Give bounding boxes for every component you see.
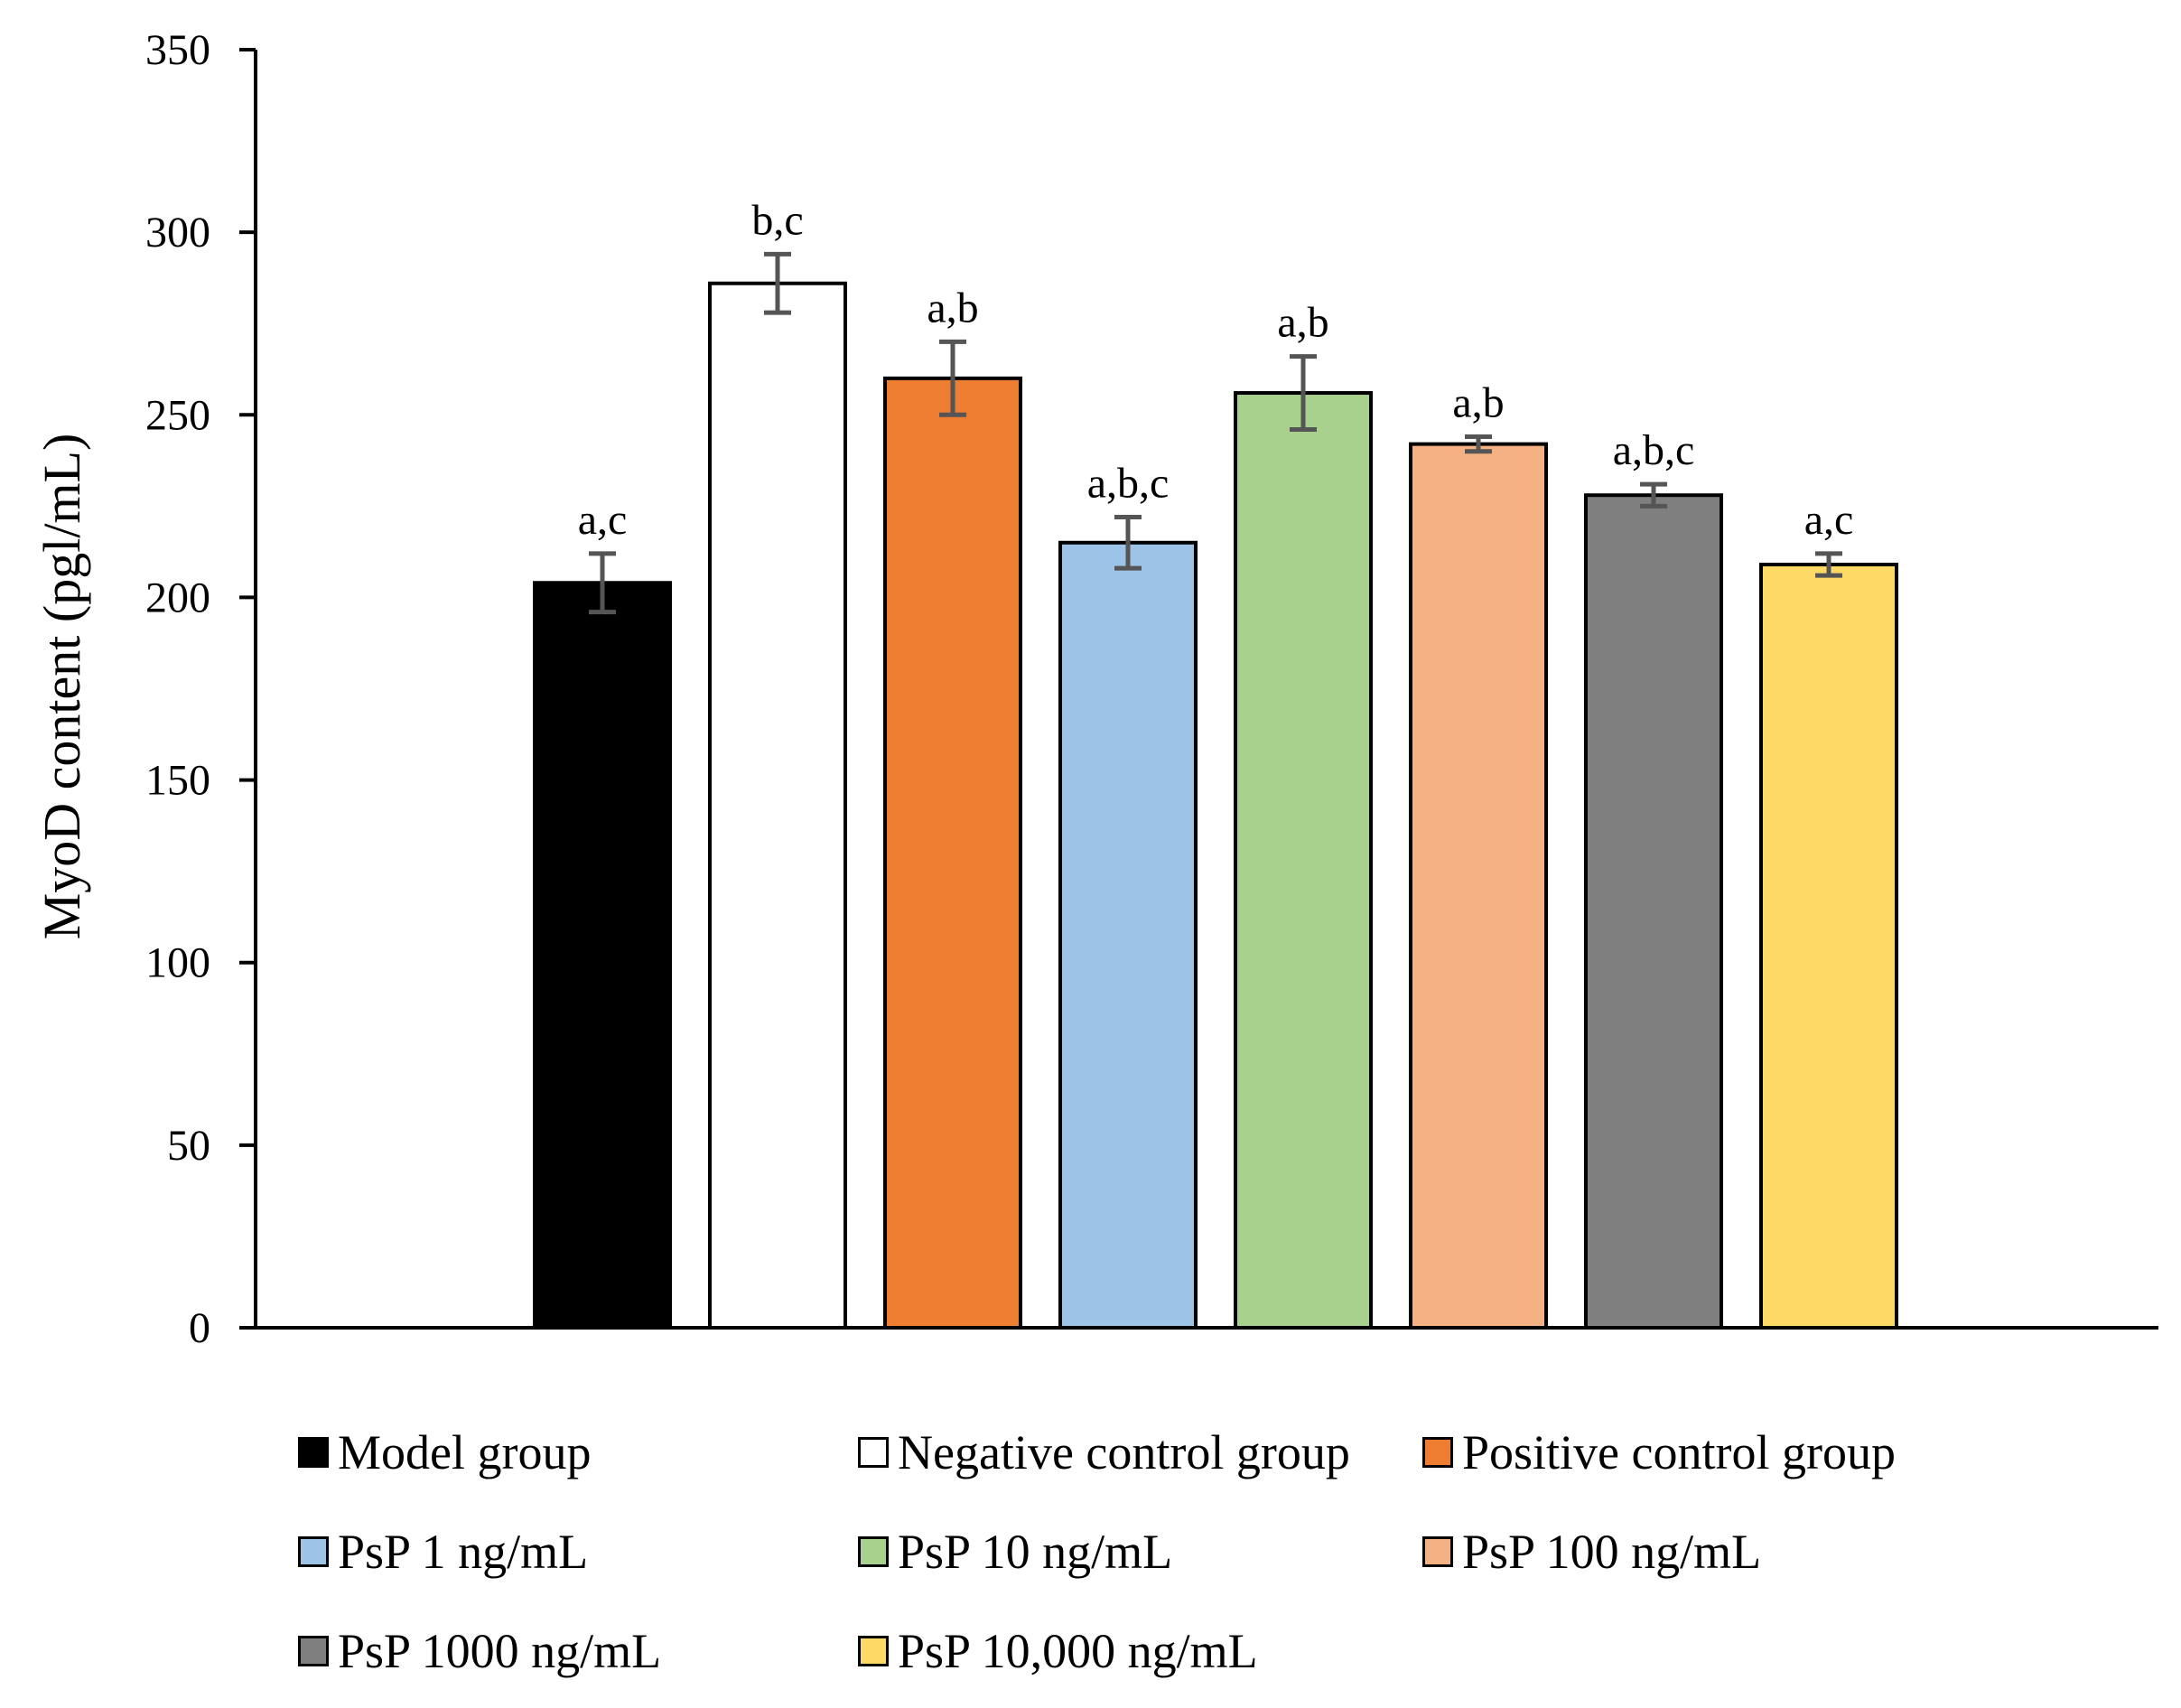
legend-item: PsP 10 ng/mL [858,1522,1422,1582]
bar [708,281,847,1330]
y-tick-label: 150 [145,757,210,805]
legend-swatch [1422,1536,1453,1567]
error-bar [1290,354,1317,432]
bar [1759,563,1898,1330]
significance-label: a,b [1452,379,1504,427]
significance-label: a,b [1277,299,1328,347]
significance-label: a,c [578,496,628,544]
error-bar [589,551,616,615]
error-bars [589,251,1842,615]
legend-swatch [858,1536,889,1567]
legend: Model group Negative control group Positiv… [298,1423,2014,1681]
legend-swatch [858,1437,889,1468]
legend-label: PsP 10 ng/mL [898,1525,1173,1579]
legend-label: Positive control group [1462,1425,1896,1479]
bar [1584,493,1723,1330]
significance-labels: a,c b,c a,b a,b,c a,b a,b a,b,c a,c [578,196,1854,544]
legend-label: PsP 10,000 ng/mL [898,1624,1258,1678]
y-tick-label: 100 [145,939,210,987]
error-bar [764,251,791,315]
error-bar [1114,514,1142,571]
legend-item: Negative control group [858,1423,1422,1482]
legend-label: Negative control group [898,1425,1350,1479]
legend-item: PsP 10,000 ng/mL [858,1621,1422,1681]
legend-item: PsP 1 ng/mL [298,1522,858,1582]
bar [1058,540,1198,1330]
legend-label: PsP 1 ng/mL [338,1525,589,1579]
legend-swatch [298,1636,329,1666]
error-bar [1815,551,1842,578]
legend-swatch [298,1536,329,1567]
y-tick-label: 250 [145,391,210,439]
legend-item: Positive control group [1422,1423,1982,1482]
legend-swatch [858,1636,889,1666]
legend-item: PsP 1000 ng/mL [298,1621,858,1681]
error-bar [939,339,966,417]
bar [1234,391,1373,1330]
bars [533,281,1898,1330]
significance-label: a,b,c [1087,459,1170,507]
legend-label: Model group [338,1425,592,1479]
legend-label: PsP 100 ng/mL [1462,1525,1762,1579]
significance-label: a,b,c [1613,426,1695,474]
y-tick-label: 0 [189,1304,210,1352]
significance-label: a,c [1804,496,1854,544]
legend-label: PsP 1000 ng/mL [338,1624,662,1678]
y-tick-label: 300 [145,209,210,257]
bar [1409,442,1548,1330]
legend-swatch [298,1437,329,1468]
significance-label: a,b [927,284,978,331]
y-axis-title: MyoD content (pgl/mL) [33,434,91,940]
bar [883,376,1022,1330]
error-bar [1465,434,1492,454]
significance-label: b,c [751,196,803,244]
legend-item: Model group [298,1423,858,1482]
legend-item: PsP 100 ng/mL [1422,1522,1982,1582]
y-axis-ticks: 0 50 100 150 200 250 300 350 [145,26,256,1352]
y-tick-label: 50 [167,1122,210,1170]
error-bar [1640,481,1667,509]
y-tick-label: 200 [145,574,210,621]
legend-swatch [1422,1437,1453,1468]
bar [533,581,672,1330]
y-tick-label: 350 [145,26,210,74]
